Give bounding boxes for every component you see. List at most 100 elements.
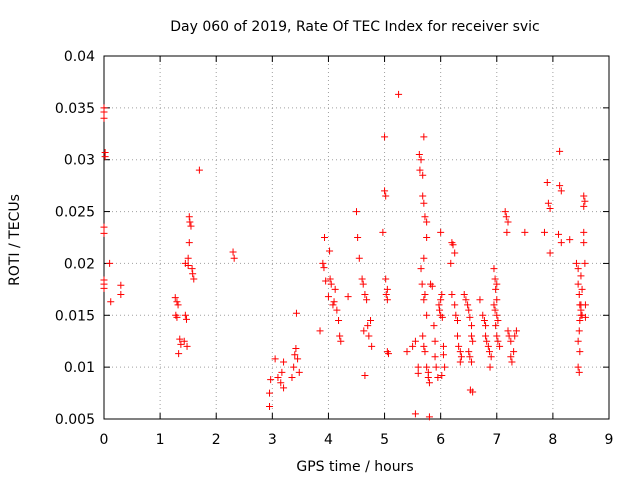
- data-point: [460, 291, 468, 299]
- data-point: [180, 337, 188, 345]
- data-point: [382, 192, 390, 200]
- data-point: [367, 316, 375, 324]
- data-point: [358, 275, 366, 283]
- y-tick-label: 0.005: [55, 412, 95, 428]
- data-point: [329, 301, 337, 309]
- data-point: [420, 296, 428, 304]
- data-point: [546, 249, 554, 257]
- data-point: [384, 350, 392, 358]
- data-point: [486, 363, 494, 371]
- data-point: [421, 291, 429, 299]
- data-point: [320, 264, 328, 272]
- data-point: [173, 313, 181, 321]
- data-point: [482, 322, 490, 330]
- data-point: [449, 241, 457, 249]
- data-point: [423, 218, 431, 226]
- data-point: [274, 374, 282, 382]
- data-point: [363, 296, 371, 304]
- data-point: [271, 355, 279, 363]
- data-point: [188, 265, 196, 273]
- data-point: [189, 270, 197, 278]
- data-point: [327, 280, 335, 288]
- data-point: [437, 296, 445, 304]
- data-point: [424, 374, 432, 382]
- data-point: [361, 291, 369, 299]
- data-point: [521, 228, 529, 236]
- data-point: [184, 262, 192, 270]
- data-point: [436, 306, 444, 314]
- data-point: [487, 353, 495, 361]
- data-point: [428, 282, 436, 290]
- data-point: [441, 363, 449, 371]
- data-point: [448, 291, 456, 299]
- data-point: [379, 228, 387, 236]
- data-point: [364, 322, 372, 330]
- data-point: [507, 353, 515, 361]
- data-point: [462, 296, 470, 304]
- data-point: [292, 344, 300, 352]
- data-point: [335, 316, 343, 324]
- data-point: [512, 327, 520, 335]
- data-point: [101, 153, 109, 161]
- data-point: [574, 265, 582, 273]
- data-point: [577, 272, 585, 280]
- data-point: [336, 332, 344, 340]
- x-tick-label: 2: [212, 432, 221, 448]
- data-point: [181, 311, 189, 319]
- data-point: [100, 229, 108, 237]
- data-point: [556, 147, 564, 155]
- data-point: [322, 277, 330, 285]
- data-point: [556, 182, 564, 190]
- data-point: [421, 213, 429, 221]
- data-point: [195, 166, 203, 174]
- data-point: [496, 342, 504, 350]
- data-point: [423, 311, 431, 319]
- data-point: [492, 285, 500, 293]
- data-point: [107, 298, 115, 306]
- data-point: [420, 342, 428, 350]
- data-point: [581, 313, 589, 321]
- data-point: [476, 296, 484, 304]
- data-point: [267, 376, 275, 384]
- data-point: [510, 348, 518, 356]
- data-point: [493, 296, 501, 304]
- data-point: [575, 368, 583, 376]
- x-tick-label: 6: [436, 432, 445, 448]
- data-point: [419, 192, 427, 200]
- data-point: [557, 187, 565, 195]
- data-point: [403, 348, 411, 356]
- y-tick-label: 0.02: [64, 256, 95, 272]
- data-point: [420, 254, 428, 262]
- data-point: [395, 90, 403, 98]
- data-point: [355, 254, 363, 262]
- data-point: [175, 350, 183, 358]
- data-point: [184, 254, 192, 262]
- x-tick-label: 3: [268, 432, 277, 448]
- data-point: [543, 179, 551, 187]
- data-point: [455, 342, 463, 350]
- data-point: [574, 337, 582, 345]
- x-tick-label: 0: [100, 432, 109, 448]
- data-point: [452, 311, 460, 319]
- data-point: [504, 327, 512, 335]
- data-point: [106, 259, 114, 267]
- data-point: [337, 337, 345, 345]
- data-point: [575, 291, 583, 299]
- data-point: [493, 311, 501, 319]
- data-point: [292, 309, 300, 317]
- data-point: [183, 342, 191, 350]
- data-point: [576, 348, 584, 356]
- data-point: [574, 280, 582, 288]
- data-point: [294, 355, 302, 363]
- data-point: [117, 291, 125, 299]
- data-point: [430, 322, 438, 330]
- data-point: [419, 171, 427, 179]
- data-point: [174, 301, 182, 309]
- data-point: [417, 156, 425, 164]
- data-point: [173, 298, 181, 306]
- data-point: [466, 353, 474, 361]
- axis-ticks: 0 1 2 3 4 5 6 7 8 9 0.005 0.01 0.015 0.02 0.025 0.03 0.0…: [55, 49, 614, 448]
- data-point: [492, 322, 500, 330]
- data-point: [187, 222, 195, 230]
- data-point: [482, 332, 490, 340]
